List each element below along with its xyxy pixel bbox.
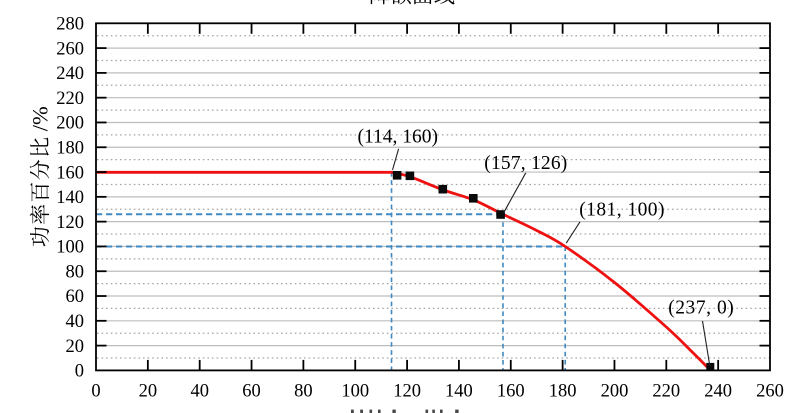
svg-text:180: 180 (56, 138, 84, 158)
svg-text:0: 0 (75, 362, 84, 382)
svg-text:260: 260 (56, 39, 84, 59)
svg-text:60: 60 (66, 287, 85, 307)
svg-text:20: 20 (66, 337, 85, 357)
svg-text:80: 80 (66, 262, 85, 282)
svg-text:160: 160 (497, 381, 525, 401)
svg-text:260: 260 (756, 381, 784, 401)
svg-text:(157, 126): (157, 126) (484, 153, 567, 174)
svg-text:200: 200 (56, 114, 84, 134)
svg-text:(114, 160): (114, 160) (358, 127, 439, 148)
svg-text:120: 120 (393, 381, 421, 401)
svg-text:220: 220 (56, 89, 84, 109)
svg-text:140: 140 (56, 188, 84, 208)
svg-text:40: 40 (66, 312, 85, 332)
svg-text:20: 20 (139, 381, 158, 401)
svg-text:100: 100 (341, 381, 369, 401)
svg-text:200: 200 (601, 381, 629, 401)
svg-text:0: 0 (91, 381, 100, 401)
svg-text:/%: /% (28, 106, 53, 131)
svg-text:220: 220 (652, 381, 680, 401)
svg-text:160: 160 (56, 163, 84, 183)
svg-text:240: 240 (704, 381, 732, 401)
svg-text:60: 60 (242, 381, 261, 401)
svg-text:(237, 0): (237, 0) (668, 298, 734, 319)
svg-text:80: 80 (294, 381, 313, 401)
svg-text:240: 240 (56, 64, 84, 84)
svg-text:100: 100 (56, 238, 84, 258)
svg-text:280: 280 (56, 15, 84, 35)
svg-text:120: 120 (56, 213, 84, 233)
svg-text:40: 40 (190, 381, 209, 401)
svg-text:180: 180 (549, 381, 577, 401)
svg-text:140: 140 (445, 381, 473, 401)
svg-text:(181, 100): (181, 100) (579, 200, 665, 221)
